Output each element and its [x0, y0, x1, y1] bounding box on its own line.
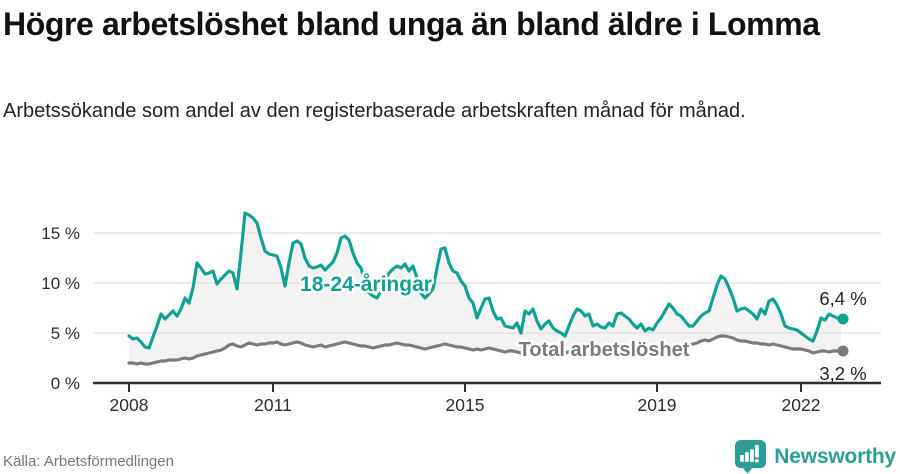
chart-subtitle: Arbetssökande som andel av den registerb… [3, 100, 746, 122]
series-line-total [127, 334, 843, 366]
y-tick-label: 15 % [41, 224, 80, 243]
end-dot-total [837, 345, 849, 357]
newsworthy-pin-icon [735, 440, 767, 474]
x-tick-label: 2022 [782, 395, 821, 415]
end-value-label-youth: 6,4 % [819, 288, 866, 309]
page-title: Högre arbetslöshet bland unga än bland ä… [3, 6, 820, 42]
x-tick-label: 2019 [638, 395, 677, 415]
x-tick-label: 2011 [254, 395, 292, 415]
x-tick-label: 2008 [110, 395, 149, 415]
chart-svg: 0 % 5 % 10 % 15 % 2008 2011 2015 2019 2022 18-24-… [41, 211, 881, 415]
end-dot-youth [837, 313, 849, 325]
y-tick-label: 10 % [41, 274, 80, 293]
series-line-youth [127, 211, 843, 350]
source-text: Källa: Arbetsförmedlingen [3, 453, 174, 470]
y-tick-label: 0 % [51, 374, 80, 393]
line-chart: 0 % 5 % 10 % 15 % 2008 2011 2015 2019 2022 18-24-… [0, 190, 900, 425]
x-tick-label: 2015 [446, 395, 485, 415]
y-tick-label: 5 % [51, 324, 80, 343]
newsworthy-logo: Newsworthy [734, 439, 896, 474]
area-fill-between-series [129, 213, 841, 364]
series-label-total: Total arbetslöshet [519, 339, 690, 361]
series-label-youth: 18-24-åringar [300, 273, 432, 296]
newsworthy-wordmark: Newsworthy [774, 444, 896, 468]
end-value-label-total: 3,2 % [819, 363, 866, 384]
